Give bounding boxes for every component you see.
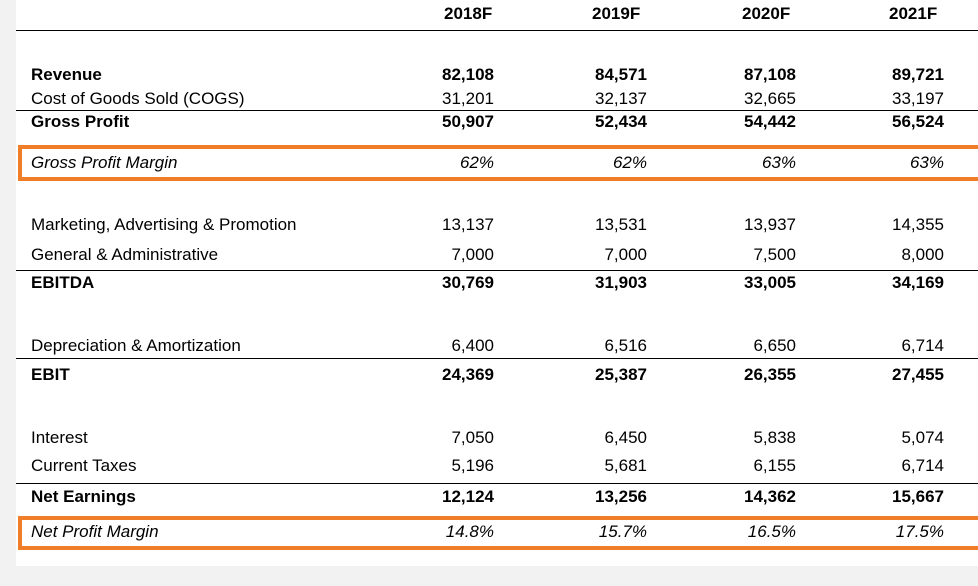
cell-2020: 14,362 (744, 487, 796, 506)
row-label: Gross Profit Margin (31, 153, 178, 172)
cell-2019: 7,000 (604, 245, 647, 264)
cell-2021: 34,169 (892, 273, 944, 292)
cell-2018: 6,400 (451, 336, 494, 355)
cell-2021: 14,355 (892, 215, 944, 234)
cell-2021: 6,714 (901, 456, 944, 475)
row-label: Cost of Goods Sold (COGS) (31, 89, 245, 108)
cell-2021: 5,074 (901, 428, 944, 447)
cell-2020: 87,108 (744, 65, 796, 84)
table-panel (16, 0, 978, 566)
cell-2019: 13,256 (595, 487, 647, 506)
header-divider (16, 30, 978, 31)
row-label: Marketing, Advertising & Promotion (31, 215, 297, 234)
row-label: Revenue (31, 65, 102, 84)
cell-2019: 13,531 (595, 215, 647, 234)
row-label: EBIT (31, 365, 70, 384)
cell-2018: 30,769 (442, 273, 494, 292)
cell-2019: 6,450 (604, 428, 647, 447)
table-row-marketing: Marketing, Advertising & Promotion 13,13… (0, 214, 978, 236)
cell-2021: 8,000 (901, 245, 944, 264)
cell-2020: 7,500 (753, 245, 796, 264)
cell-2020: 5,838 (753, 428, 796, 447)
cell-2018: 7,000 (451, 245, 494, 264)
column-header-2019: 2019F (592, 4, 641, 23)
cell-2020: 54,442 (744, 112, 796, 131)
cell-2018: 13,137 (442, 215, 494, 234)
cell-2018: 62% (459, 153, 494, 172)
table-row-gross-profit-margin: Gross Profit Margin 62% 62% 63% 63% (0, 152, 978, 174)
cell-2019: 15.7% (598, 522, 647, 541)
row-label: General & Administrative (31, 245, 219, 264)
table-row-net-profit-margin: Net Profit Margin 14.8% 15.7% 16.5% 17.5… (0, 521, 978, 543)
cell-2018: 50,907 (442, 112, 494, 131)
net-margin-highlight (18, 516, 978, 550)
row-label: EBITDA (31, 273, 95, 292)
column-header-2018: 2018F (444, 4, 493, 23)
cell-2018: 82,108 (442, 65, 494, 84)
subtotal-divider (16, 270, 978, 271)
table-row-current-taxes: Current Taxes 5,196 5,681 6,155 6,714 (0, 455, 978, 477)
cell-2021: 6,714 (901, 336, 944, 355)
cell-2021: 15,667 (892, 487, 944, 506)
table-row-ebit: EBIT 24,369 25,387 26,355 27,455 (0, 364, 978, 386)
cell-2020: 32,665 (744, 89, 796, 108)
cell-2018: 12,124 (442, 487, 494, 506)
cell-2020: 13,937 (744, 215, 796, 234)
gross-margin-highlight (18, 145, 978, 181)
cell-2019: 31,903 (595, 273, 647, 292)
cell-2021: 33,197 (892, 89, 944, 108)
column-header-2021: 2021F (889, 4, 938, 23)
cell-2020: 6,155 (753, 456, 796, 475)
cell-2019: 62% (612, 153, 647, 172)
table-row-gross-profit: Gross Profit 50,907 52,434 54,442 56,524 (0, 111, 978, 133)
row-label: Interest (31, 428, 88, 447)
cell-2020: 6,650 (753, 336, 796, 355)
row-label: Current Taxes (31, 456, 137, 475)
cell-2019: 52,434 (595, 112, 647, 131)
table-row-net-earnings: Net Earnings 12,124 13,256 14,362 15,667 (0, 486, 978, 508)
cell-2018: 31,201 (442, 89, 494, 108)
row-label: Depreciation & Amortization (31, 336, 241, 355)
subtotal-divider (16, 483, 978, 484)
row-label: Gross Profit (31, 112, 130, 131)
table-row-ebitda: EBITDA 30,769 31,903 33,005 34,169 (0, 272, 978, 294)
table-row-general-administrative: General & Administrative 7,000 7,000 7,5… (0, 244, 978, 266)
subtotal-divider (16, 110, 978, 111)
table-row-interest: Interest 7,050 6,450 5,838 5,074 (0, 427, 978, 449)
cell-2019: 6,516 (604, 336, 647, 355)
subtotal-divider (16, 358, 978, 359)
row-label: Net Earnings (31, 487, 136, 506)
cell-2019: 5,681 (604, 456, 647, 475)
cell-2020: 33,005 (744, 273, 796, 292)
cell-2020: 26,355 (744, 365, 796, 384)
cell-2018: 7,050 (451, 428, 494, 447)
cell-2021: 27,455 (892, 365, 944, 384)
cell-2021: 63% (909, 153, 944, 172)
cell-2018: 14.8% (445, 522, 494, 541)
cell-2021: 89,721 (892, 65, 944, 84)
cell-2021: 56,524 (892, 112, 944, 131)
cell-2019: 25,387 (595, 365, 647, 384)
cell-2020: 16.5% (747, 522, 796, 541)
cell-2019: 84,571 (595, 65, 647, 84)
cell-2021: 17.5% (895, 522, 944, 541)
cell-2018: 5,196 (451, 456, 494, 475)
cell-2020: 63% (761, 153, 796, 172)
cell-2018: 24,369 (442, 365, 494, 384)
table-row-cogs: Cost of Goods Sold (COGS) 31,201 32,137 … (0, 88, 978, 110)
table-row-depreciation: Depreciation & Amortization 6,400 6,516 … (0, 335, 978, 357)
row-label: Net Profit Margin (31, 522, 159, 541)
cell-2019: 32,137 (595, 89, 647, 108)
table-row-revenue: Revenue 82,108 84,571 87,108 89,721 (0, 64, 978, 86)
column-header-2020: 2020F (742, 4, 791, 23)
